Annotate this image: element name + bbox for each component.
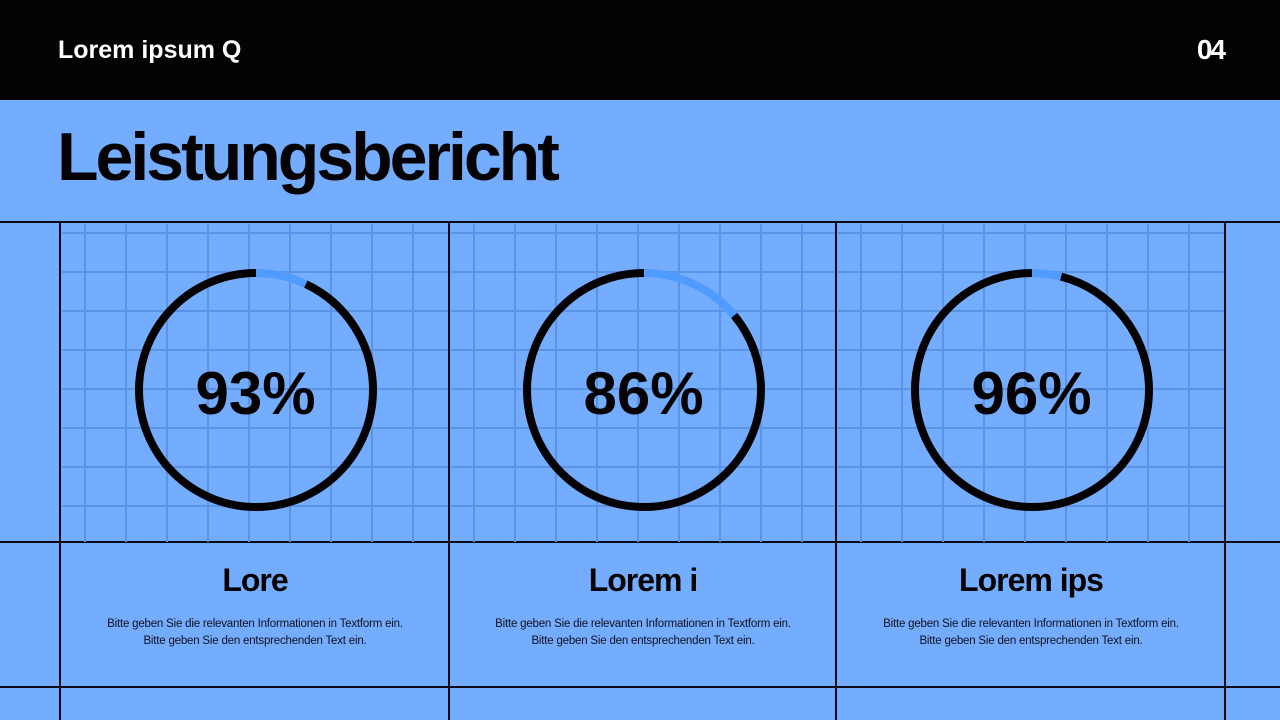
gauge-panel-3: 96% bbox=[838, 224, 1225, 542]
page-title: Leistungsbericht bbox=[57, 119, 560, 195]
divider bbox=[0, 686, 1280, 688]
progress-ring: 93% bbox=[131, 265, 381, 515]
divider bbox=[448, 222, 450, 720]
info-card-1: Lore Bitte geben Sie die relevanten Info… bbox=[62, 544, 448, 687]
divider bbox=[835, 222, 837, 720]
percent-label: 93% bbox=[195, 359, 316, 427]
percent-label: 86% bbox=[583, 359, 704, 427]
gauge-panel-2: 86% bbox=[451, 224, 836, 542]
percent-label: 96% bbox=[971, 359, 1092, 427]
gauge-panel-1: 93% bbox=[62, 224, 449, 542]
ring-progress-arc bbox=[910, 269, 1153, 511]
page-number: 04 bbox=[1196, 34, 1226, 65]
ring-progress-arc bbox=[522, 269, 765, 511]
card-text: Bitte geben Sie den entsprechenden Text … bbox=[531, 635, 755, 647]
top-bar: Lorem ipsum Q 04 bbox=[0, 0, 1280, 100]
ring-progress-arc bbox=[134, 269, 377, 511]
divider bbox=[0, 221, 1280, 223]
card-text: Bitte geben Sie die relevanten Informati… bbox=[107, 618, 403, 630]
card-heading: Lore bbox=[222, 562, 288, 598]
brand-title: Lorem ipsum Q bbox=[58, 36, 242, 64]
info-card-3: Lorem ips Bitte geben Sie die relevanten… bbox=[837, 544, 1225, 687]
divider bbox=[59, 222, 61, 720]
card-heading: Lorem ips bbox=[959, 562, 1104, 598]
card-text: Bitte geben Sie den entsprechenden Text … bbox=[919, 635, 1143, 647]
card-text: Bitte geben Sie die relevanten Informati… bbox=[883, 618, 1179, 630]
divider bbox=[0, 541, 1280, 543]
progress-ring: 86% bbox=[519, 265, 769, 515]
progress-ring: 96% bbox=[907, 265, 1157, 515]
card-heading: Lorem i bbox=[588, 562, 699, 598]
divider bbox=[1224, 222, 1226, 720]
info-card-2: Lorem i Bitte geben Sie die relevanten I… bbox=[450, 544, 836, 687]
card-text: Bitte geben Sie den entsprechenden Text … bbox=[143, 635, 367, 647]
card-text: Bitte geben Sie die relevanten Informati… bbox=[495, 618, 791, 630]
